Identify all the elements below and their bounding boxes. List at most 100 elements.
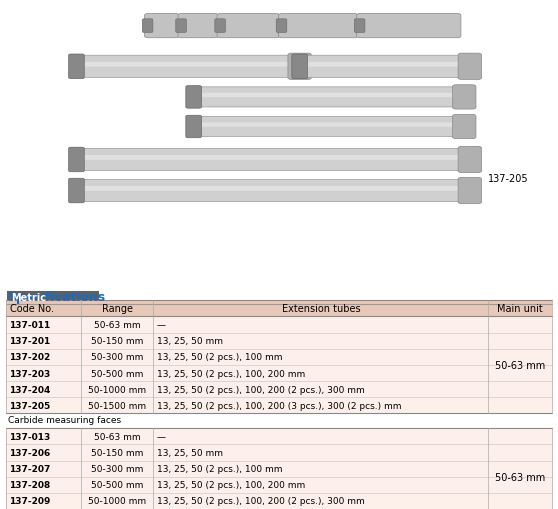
FancyBboxPatch shape (81, 381, 153, 398)
FancyBboxPatch shape (278, 14, 358, 39)
Text: 50-500 mm: 50-500 mm (91, 369, 143, 378)
Text: 137-202: 137-202 (9, 353, 50, 362)
FancyBboxPatch shape (81, 365, 153, 381)
FancyBboxPatch shape (73, 56, 299, 78)
FancyBboxPatch shape (7, 292, 99, 303)
Text: 137-204: 137-204 (9, 385, 50, 394)
FancyBboxPatch shape (69, 55, 84, 79)
FancyBboxPatch shape (81, 493, 153, 509)
FancyBboxPatch shape (153, 398, 488, 414)
FancyBboxPatch shape (6, 444, 81, 461)
FancyBboxPatch shape (153, 381, 488, 398)
Text: Main unit: Main unit (498, 304, 543, 314)
FancyBboxPatch shape (81, 477, 153, 493)
FancyBboxPatch shape (80, 187, 461, 191)
FancyBboxPatch shape (304, 63, 461, 68)
Text: 137-205: 137-205 (488, 174, 529, 184)
Text: 50-150 mm: 50-150 mm (91, 336, 143, 346)
Text: 137-207: 137-207 (9, 464, 50, 473)
Text: 13, 25, 50 (2 pcs.), 100, 200 (2 pcs.), 300 mm: 13, 25, 50 (2 pcs.), 100, 200 (2 pcs.), … (157, 496, 364, 505)
Text: 13, 25, 50 (2 pcs.), 100 mm: 13, 25, 50 (2 pcs.), 100 mm (157, 464, 282, 473)
FancyBboxPatch shape (153, 493, 488, 509)
Text: 13, 25, 50 (2 pcs.), 100, 200 (2 pcs.), 300 mm: 13, 25, 50 (2 pcs.), 100, 200 (2 pcs.), … (157, 385, 364, 394)
FancyBboxPatch shape (73, 149, 469, 171)
Text: 13, 25, 50 (2 pcs.), 100, 200 (3 pcs.), 300 (2 pcs.) mm: 13, 25, 50 (2 pcs.), 100, 200 (3 pcs.), … (157, 401, 401, 410)
FancyBboxPatch shape (458, 178, 482, 204)
FancyBboxPatch shape (198, 94, 455, 98)
FancyBboxPatch shape (69, 148, 84, 173)
Text: 50-63 mm: 50-63 mm (495, 472, 546, 482)
FancyBboxPatch shape (81, 333, 153, 349)
FancyBboxPatch shape (81, 349, 153, 365)
FancyBboxPatch shape (6, 429, 81, 444)
FancyBboxPatch shape (6, 333, 81, 349)
FancyBboxPatch shape (178, 14, 218, 39)
FancyBboxPatch shape (6, 493, 81, 509)
FancyBboxPatch shape (458, 54, 482, 80)
FancyBboxPatch shape (81, 429, 153, 444)
Text: 137-206: 137-206 (9, 448, 50, 457)
FancyBboxPatch shape (296, 56, 469, 78)
Text: 50-300 mm: 50-300 mm (91, 353, 143, 362)
Text: 137-205: 137-205 (9, 401, 50, 410)
Text: 50-150 mm: 50-150 mm (91, 448, 143, 457)
FancyBboxPatch shape (190, 117, 463, 137)
FancyBboxPatch shape (73, 180, 469, 202)
Text: 50-500 mm: 50-500 mm (91, 480, 143, 489)
FancyBboxPatch shape (153, 333, 488, 349)
Text: —: — (157, 432, 166, 441)
FancyBboxPatch shape (190, 88, 463, 108)
FancyBboxPatch shape (6, 461, 81, 477)
Text: 50-63 mm: 50-63 mm (495, 360, 546, 370)
FancyBboxPatch shape (80, 63, 291, 68)
Text: 50-63 mm: 50-63 mm (94, 432, 141, 441)
FancyBboxPatch shape (6, 365, 81, 381)
Text: 137-208: 137-208 (9, 480, 50, 489)
Text: Carbide measuring faces: Carbide measuring faces (8, 415, 121, 424)
FancyBboxPatch shape (186, 116, 201, 138)
Text: 13, 25, 50 mm: 13, 25, 50 mm (157, 336, 223, 346)
Text: 137-201: 137-201 (9, 336, 50, 346)
FancyBboxPatch shape (153, 444, 488, 461)
FancyBboxPatch shape (6, 301, 552, 317)
FancyBboxPatch shape (81, 398, 153, 414)
Text: 50-1000 mm: 50-1000 mm (88, 496, 146, 505)
FancyBboxPatch shape (276, 20, 287, 34)
FancyBboxPatch shape (80, 156, 461, 160)
FancyBboxPatch shape (453, 115, 476, 139)
FancyBboxPatch shape (198, 123, 455, 128)
FancyBboxPatch shape (153, 477, 488, 493)
FancyBboxPatch shape (6, 349, 81, 365)
FancyBboxPatch shape (69, 179, 84, 204)
FancyBboxPatch shape (153, 461, 488, 477)
FancyBboxPatch shape (6, 398, 81, 414)
Text: 50-63 mm: 50-63 mm (94, 320, 141, 329)
FancyBboxPatch shape (176, 20, 186, 34)
FancyBboxPatch shape (153, 365, 488, 381)
FancyBboxPatch shape (488, 429, 552, 509)
Text: 50-1000 mm: 50-1000 mm (88, 385, 146, 394)
FancyBboxPatch shape (81, 461, 153, 477)
FancyBboxPatch shape (215, 20, 225, 34)
Text: 13, 25, 50 (2 pcs.), 100 mm: 13, 25, 50 (2 pcs.), 100 mm (157, 353, 282, 362)
Text: Code No.: Code No. (10, 304, 54, 314)
Text: 13, 25, 50 mm: 13, 25, 50 mm (157, 448, 223, 457)
FancyBboxPatch shape (6, 477, 81, 493)
FancyBboxPatch shape (142, 20, 153, 34)
FancyBboxPatch shape (81, 317, 153, 333)
FancyBboxPatch shape (153, 349, 488, 365)
FancyBboxPatch shape (458, 147, 482, 173)
FancyBboxPatch shape (6, 317, 81, 333)
FancyBboxPatch shape (6, 381, 81, 398)
FancyBboxPatch shape (292, 55, 307, 79)
Text: Extension tubes: Extension tubes (282, 304, 360, 314)
Text: 137-203: 137-203 (9, 369, 50, 378)
FancyBboxPatch shape (153, 429, 488, 444)
FancyBboxPatch shape (186, 87, 201, 109)
Text: 13, 25, 50 (2 pcs.), 100, 200 mm: 13, 25, 50 (2 pcs.), 100, 200 mm (157, 369, 305, 378)
Text: 137-013: 137-013 (9, 432, 50, 441)
FancyBboxPatch shape (488, 317, 552, 414)
Text: 50-300 mm: 50-300 mm (91, 464, 143, 473)
FancyBboxPatch shape (153, 317, 488, 333)
Text: —: — (157, 320, 166, 329)
